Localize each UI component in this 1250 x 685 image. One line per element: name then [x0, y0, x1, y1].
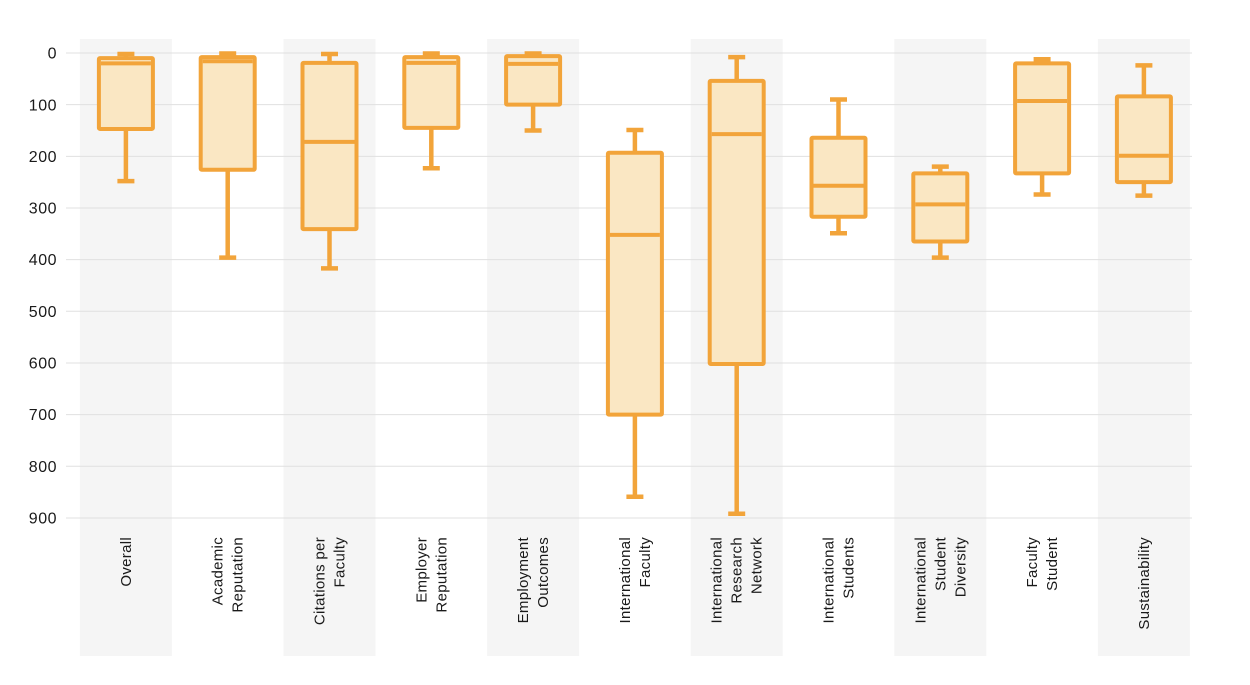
category-label-academic-reputation: Reputation [230, 537, 247, 613]
column-stripe [487, 39, 580, 656]
category-label-international-research-network: Research [729, 537, 746, 604]
y-axis-tick-label: 900 [29, 511, 57, 528]
y-axis-tick-label: 600 [29, 356, 57, 373]
y-axis-tick-label: 0 [48, 46, 57, 63]
category-label-employment-outcomes: Employment [515, 536, 532, 623]
box-citations-per-faculty [300, 60, 359, 232]
category-label-faculty-student: Student [1044, 536, 1061, 590]
category-label-international-student-diversity: Diversity [952, 537, 969, 597]
category-label-international-research-network: International [709, 537, 726, 623]
category-label-overall: Overall [118, 537, 135, 587]
category-label-international-research-network: Network [749, 537, 766, 594]
category-label-faculty-student: Faculty [1024, 537, 1041, 588]
category-label-academic-reputation: Academic [210, 537, 227, 605]
category-label-employer-reputation: Employer [413, 537, 430, 603]
y-axis-tick-label: 300 [29, 201, 57, 218]
y-axis-tick-label: 800 [29, 459, 57, 476]
box-international-students [809, 135, 868, 219]
box-international-research-network [707, 78, 766, 366]
category-label-citations-per-faculty: Citations per [312, 537, 329, 625]
category-label-international-faculty: International [617, 537, 634, 623]
y-axis-tick-label: 200 [29, 149, 57, 166]
box-academic-reputation [198, 55, 257, 172]
box-faculty-student [1013, 61, 1072, 176]
box-sustainability [1114, 94, 1173, 185]
box-international-student-diversity [911, 171, 970, 244]
category-label-international-students: International [821, 537, 838, 623]
category-label-international-student-diversity: Student [932, 536, 949, 590]
y-axis-tick-label: 500 [29, 304, 57, 321]
column-stripe [894, 39, 987, 656]
category-label-international-faculty: Faculty [637, 537, 654, 588]
category-label-sustainability: Sustainability [1136, 537, 1153, 630]
category-label-international-students: Students [841, 537, 858, 599]
category-label-citations-per-faculty: Faculty [332, 537, 349, 588]
category-label-international-student-diversity: International [912, 537, 929, 623]
box-employment-outcomes [504, 54, 563, 107]
y-axis-tick-label: 100 [29, 97, 57, 114]
y-axis-tick-label: 400 [29, 252, 57, 269]
box-international-faculty [605, 150, 664, 417]
category-label-employer-reputation: Reputation [433, 537, 450, 613]
y-axis-tick-label: 700 [29, 407, 57, 424]
category-label-employment-outcomes: Outcomes [535, 537, 552, 608]
box-employer-reputation [402, 55, 461, 130]
box-overall [96, 56, 155, 131]
